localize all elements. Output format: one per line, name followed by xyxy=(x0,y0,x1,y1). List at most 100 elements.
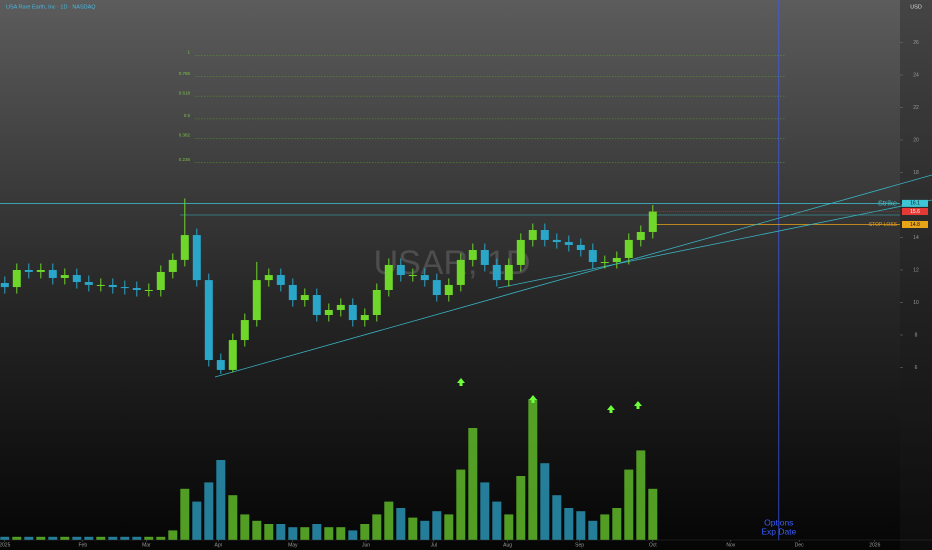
candle-body xyxy=(156,271,165,290)
level-label: STOP LOSS xyxy=(869,222,898,228)
candle-body xyxy=(648,211,657,232)
x-tick-label: 2026 xyxy=(869,542,880,548)
volume-bar xyxy=(480,482,490,540)
candle-body xyxy=(492,264,501,281)
volume-bar xyxy=(420,520,430,540)
price-tag xyxy=(902,199,928,207)
level-label: Strike xyxy=(878,198,897,207)
candle-body xyxy=(288,284,297,301)
volume-bar xyxy=(636,450,646,540)
volume-bar xyxy=(12,536,22,540)
volume-bar xyxy=(576,511,586,540)
candle-body xyxy=(108,284,117,288)
fib-label: 0.382 xyxy=(179,133,191,138)
volume-bar xyxy=(456,469,466,540)
volume-bar xyxy=(528,399,538,540)
candle-body xyxy=(504,264,513,281)
candle-body xyxy=(24,270,33,272)
currency[interactable]: USD xyxy=(910,4,922,10)
volume-bar xyxy=(348,530,358,540)
volume-bar xyxy=(396,508,406,540)
volume-bar xyxy=(516,476,526,540)
candle-body xyxy=(12,270,21,288)
price-axis-panel xyxy=(900,0,932,550)
candle-body xyxy=(360,315,369,321)
expiry-label: Exp Date xyxy=(761,526,796,536)
candle-body xyxy=(132,288,141,290)
volume-bar xyxy=(504,514,514,540)
y-tick-label: 8 xyxy=(915,332,918,338)
x-tick-label: Feb xyxy=(78,542,87,548)
volume-bar xyxy=(228,495,238,540)
volume-bar xyxy=(540,463,550,540)
volume-bar xyxy=(156,536,166,540)
candle-body xyxy=(528,230,537,240)
y-tick-label: 26 xyxy=(913,40,919,46)
candle-body xyxy=(0,283,9,288)
candle-body xyxy=(228,340,237,370)
y-tick-label: 24 xyxy=(913,72,919,78)
fib-label: 0.786 xyxy=(179,71,191,76)
volume-bar xyxy=(240,514,250,540)
candle-body xyxy=(408,275,417,277)
volume-bar xyxy=(468,428,478,540)
candle-body xyxy=(372,289,381,316)
volume-bar xyxy=(24,536,34,540)
candle-body xyxy=(420,275,429,281)
chart-title[interactable]: USA Rare Earth, Inc · 1D · NASDAQ xyxy=(6,4,96,10)
volume-bar xyxy=(408,517,418,540)
candle-body xyxy=(552,239,561,243)
price-tag xyxy=(902,208,928,215)
y-tick-label: 20 xyxy=(913,137,919,143)
candle-body xyxy=(120,287,129,289)
price-tag xyxy=(902,221,928,228)
candle-body xyxy=(600,262,609,264)
candle-body xyxy=(48,270,57,278)
volume-bar xyxy=(108,536,118,540)
candle-body xyxy=(300,295,309,301)
x-tick-label: Mar xyxy=(142,542,151,548)
candle-body xyxy=(276,275,285,285)
candle-body xyxy=(384,264,393,290)
volume-bar xyxy=(360,524,370,540)
y-tick-label: 10 xyxy=(913,300,919,306)
volume-bar xyxy=(48,536,58,540)
candle-body xyxy=(216,360,225,370)
volume-bar xyxy=(312,524,322,540)
volume-bar xyxy=(324,527,334,540)
candle-body xyxy=(336,304,345,310)
volume-bar xyxy=(216,460,226,540)
volume-bar xyxy=(588,520,598,540)
candle-body xyxy=(72,275,81,283)
volume-bar xyxy=(288,527,298,540)
y-tick-label: 12 xyxy=(913,267,919,273)
volume-bar xyxy=(264,524,274,540)
x-tick-label: Apr xyxy=(215,542,223,548)
candle-body xyxy=(564,242,573,245)
volume-bar xyxy=(144,536,154,540)
volume-bar xyxy=(84,536,94,540)
volume-bar xyxy=(444,514,454,540)
volume-bar xyxy=(180,488,190,540)
volume-bar xyxy=(336,527,346,540)
x-tick-label: Aug xyxy=(503,542,512,548)
candle-body xyxy=(468,250,477,260)
x-tick-label: Nov xyxy=(726,542,735,548)
candle-body xyxy=(444,284,453,296)
trend-line xyxy=(214,174,932,378)
volume-bar xyxy=(36,536,46,540)
volume-bar xyxy=(564,508,574,540)
candle-body xyxy=(180,235,189,260)
volume-bar xyxy=(600,514,610,540)
candle-body xyxy=(192,235,201,281)
volume-bar xyxy=(252,520,262,540)
candle-body xyxy=(240,320,249,341)
volume-bar xyxy=(384,501,394,540)
candle-body xyxy=(576,244,585,251)
trend-line xyxy=(497,199,932,289)
y-tick-label: 6 xyxy=(915,365,918,371)
candle-body xyxy=(252,280,261,321)
volume-bar xyxy=(0,536,10,540)
volume-bar xyxy=(432,511,442,540)
fib-label: 0.5 xyxy=(184,113,191,118)
